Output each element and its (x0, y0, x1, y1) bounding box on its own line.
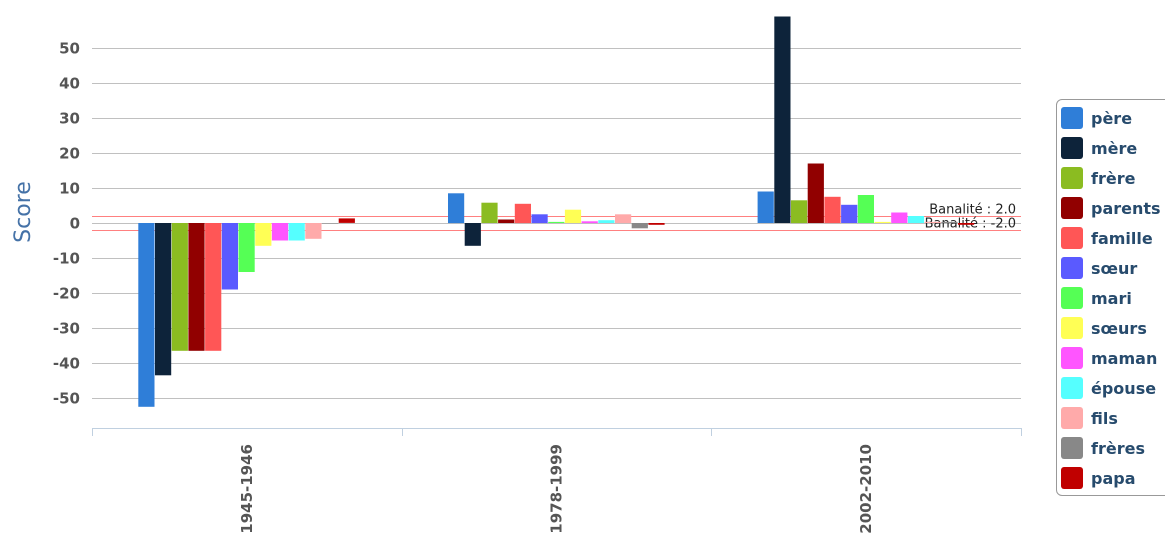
bar[interactable] (271, 223, 289, 241)
bar[interactable] (322, 223, 339, 224)
bar[interactable] (564, 209, 582, 223)
bar[interactable] (288, 223, 305, 241)
bar[interactable] (891, 212, 908, 224)
bar[interactable] (841, 204, 858, 223)
y-tick-label: 30 (59, 110, 80, 128)
bar[interactable] (138, 223, 155, 407)
bar[interactable] (531, 214, 548, 224)
bar[interactable] (791, 200, 808, 224)
legend-item[interactable]: maman (1061, 345, 1157, 371)
bar[interactable] (205, 223, 222, 351)
bar[interactable] (464, 223, 481, 246)
y-tick-label: -40 (53, 355, 80, 373)
y-tick-label: -30 (53, 320, 80, 338)
y-tick-label: -50 (53, 390, 80, 408)
legend: père mère frère parents famille sœur mari sœurs… (1056, 99, 1165, 496)
legend-item[interactable]: frère (1061, 165, 1135, 191)
bar[interactable] (615, 214, 632, 224)
bar[interactable] (581, 221, 598, 224)
reference-line-label: Banalité : 2.0 (929, 203, 1016, 218)
legend-item[interactable]: sœur (1061, 255, 1137, 281)
bar[interactable] (757, 191, 774, 224)
bar[interactable] (448, 193, 465, 224)
legend-label: maman (1091, 348, 1158, 368)
y-tick-label: 40 (59, 75, 80, 93)
legend-label: frères (1091, 438, 1145, 458)
bar[interactable] (598, 220, 615, 223)
bar[interactable] (648, 223, 665, 225)
legend-label: frère (1091, 168, 1136, 188)
bar[interactable] (824, 196, 841, 224)
bar[interactable] (941, 221, 958, 223)
bar[interactable] (514, 203, 531, 224)
x-tick-label: 2002-2010 (857, 444, 875, 534)
bar[interactable] (221, 223, 238, 290)
bar[interactable] (255, 223, 272, 246)
legend-label: papa (1091, 468, 1136, 488)
bar[interactable] (498, 219, 515, 224)
legend-item[interactable]: fils (1061, 405, 1118, 431)
legend-swatch (1061, 437, 1083, 459)
y-tick-label: 10 (59, 180, 80, 198)
legend-item[interactable]: frères (1061, 435, 1145, 461)
bar[interactable] (874, 221, 891, 223)
legend-label: parents (1091, 198, 1161, 218)
legend-swatch (1061, 347, 1083, 369)
bar[interactable] (907, 216, 925, 223)
x-tick-label: 1945-1946 (238, 444, 256, 534)
legend-item[interactable]: épouse (1061, 375, 1156, 401)
legend-item[interactable]: mari (1061, 285, 1132, 311)
y-axis-title: Score (11, 181, 36, 243)
y-tick-label: 50 (59, 40, 80, 58)
legend-item[interactable]: parents (1061, 195, 1161, 221)
legend-swatch (1061, 377, 1083, 399)
legend-swatch (1061, 407, 1083, 429)
bar[interactable] (857, 195, 874, 223)
legend-swatch (1061, 467, 1083, 489)
bar[interactable] (171, 223, 188, 351)
y-tick-label: 20 (59, 145, 80, 163)
bar[interactable] (238, 223, 255, 272)
legend-label: sœurs (1091, 318, 1147, 338)
legend-label: épouse (1091, 378, 1157, 398)
legend-item[interactable]: mère (1061, 135, 1137, 161)
x-tick-label: 1978-1999 (548, 444, 566, 534)
bar[interactable] (481, 202, 498, 223)
bar[interactable] (631, 223, 648, 229)
y-tick-label: -10 (53, 250, 80, 268)
legend-swatch (1061, 137, 1083, 159)
legend-swatch (1061, 257, 1083, 279)
bar[interactable] (807, 163, 824, 224)
legend-label: sœur (1091, 258, 1138, 278)
legend-item[interactable]: famille (1061, 225, 1153, 251)
legend-label: père (1091, 108, 1133, 128)
y-tick-label: -20 (53, 285, 80, 303)
bar[interactable] (958, 223, 975, 225)
legend-label: famille (1091, 228, 1153, 248)
legend-swatch (1061, 107, 1083, 129)
bars (138, 16, 975, 407)
bar[interactable] (338, 218, 355, 223)
legend-item[interactable]: papa (1061, 465, 1136, 491)
bar[interactable] (548, 221, 565, 223)
bar[interactable] (924, 221, 941, 223)
legend-swatch (1061, 167, 1083, 189)
legend-swatch (1061, 287, 1083, 309)
bar[interactable] (155, 223, 172, 376)
y-tick-label: 0 (70, 215, 80, 233)
bar[interactable] (305, 223, 322, 239)
legend-swatch (1061, 227, 1083, 249)
legend-label: mère (1091, 138, 1138, 158)
axes: 50 40 30 20 10 0 -10 -20 -30 -40 -50 1945-1946 1978-… (53, 40, 1022, 534)
legend-label: mari (1091, 288, 1132, 308)
legend-label: fils (1091, 408, 1118, 428)
legend-swatch (1061, 197, 1083, 219)
legend-item[interactable]: sœurs (1061, 315, 1147, 341)
bar[interactable] (188, 223, 205, 351)
legend-swatch (1061, 317, 1083, 339)
bar[interactable] (774, 16, 791, 224)
legend-item[interactable]: père (1061, 105, 1132, 131)
